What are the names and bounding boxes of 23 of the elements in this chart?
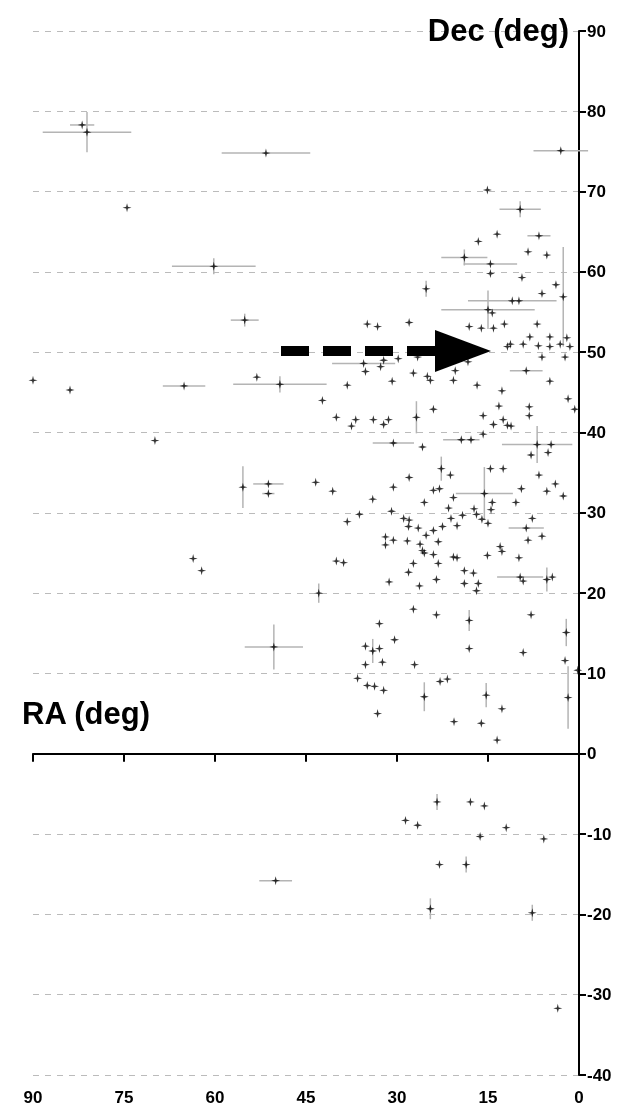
y-tick-label: 80 <box>587 101 606 121</box>
y-tick-label: 90 <box>587 21 606 41</box>
x-tick-label: 15 <box>478 1088 498 1106</box>
x-tick-label: 60 <box>205 1088 225 1106</box>
y-tick-label: 10 <box>587 663 606 683</box>
y-tick-label: -40 <box>587 1065 612 1085</box>
y-tick-label: 40 <box>587 423 606 443</box>
y-tick-label: 50 <box>587 342 606 362</box>
x-tick-label: 75 <box>114 1088 134 1106</box>
x-axis-title: RA (deg) <box>22 695 150 731</box>
y-tick-label: 70 <box>587 182 606 202</box>
x-tick-label: 45 <box>296 1088 316 1106</box>
y-tick-label: -20 <box>587 904 612 924</box>
y-tick-label: 60 <box>587 262 606 282</box>
y-tick-label: -30 <box>587 985 612 1005</box>
y-tick-label: 20 <box>587 583 606 603</box>
y-tick-label: 30 <box>587 503 606 523</box>
x-tick-label: 30 <box>387 1088 407 1106</box>
y-tick-label: -10 <box>587 824 612 844</box>
y-axis-title: Dec (deg) <box>427 13 570 48</box>
y-tick-label: 0 <box>587 744 597 764</box>
x-tick-label: 90 <box>23 1088 43 1106</box>
x-tick-label: 0 <box>574 1088 584 1106</box>
